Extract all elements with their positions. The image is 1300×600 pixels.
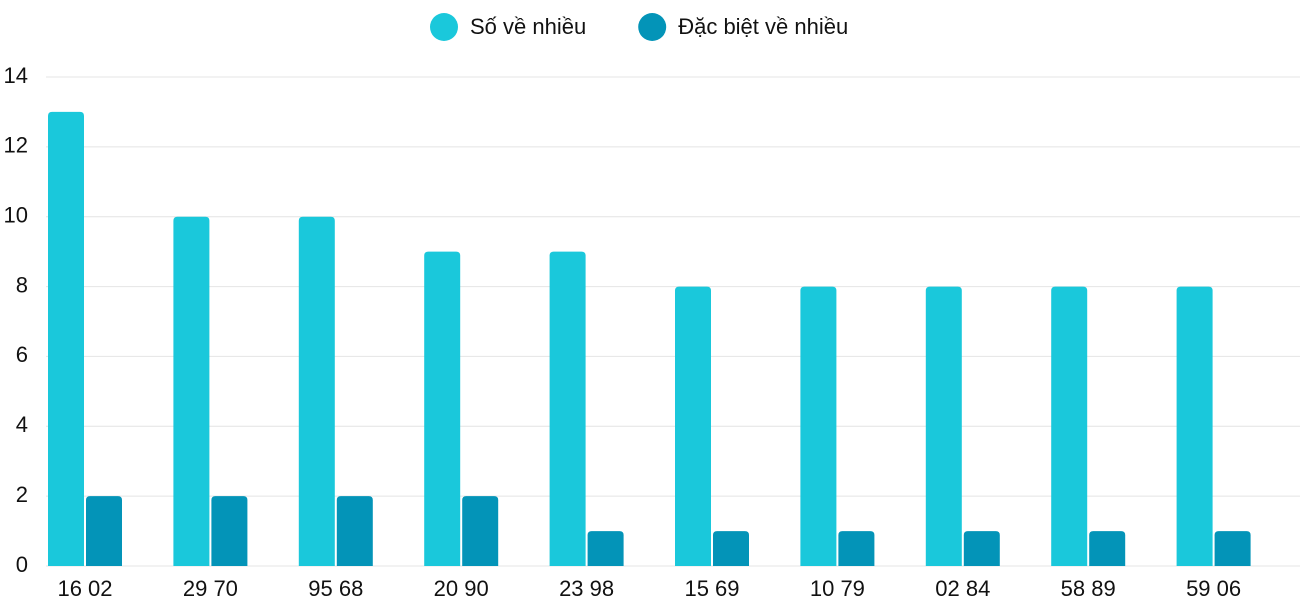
y-tick-label: 8 <box>16 272 28 297</box>
x-tick-label: 16 02 <box>57 576 112 600</box>
bar <box>713 531 749 566</box>
bar <box>963 531 1000 566</box>
bar <box>86 496 122 566</box>
y-tick-label: 2 <box>16 482 28 507</box>
bar <box>462 496 499 566</box>
x-tick-label: 15 69 <box>684 576 739 600</box>
y-tick-label: 6 <box>16 342 28 367</box>
y-tick-label: 4 <box>16 412 28 437</box>
x-tick-label: 29 70 <box>183 576 238 600</box>
y-tick-label: 12 <box>4 133 28 158</box>
legend-label: Số về nhiều <box>470 14 586 39</box>
bar <box>298 216 335 566</box>
bar <box>549 251 586 566</box>
bar <box>1214 531 1251 566</box>
x-tick-label: 95 68 <box>308 576 363 600</box>
bar <box>1176 286 1213 566</box>
x-tick-label: 58 89 <box>1061 576 1116 600</box>
legend-swatch <box>638 13 667 41</box>
bar <box>48 111 84 566</box>
x-tick-label: 23 98 <box>559 576 614 600</box>
bar <box>336 496 373 566</box>
x-tick-label: 20 90 <box>434 576 489 600</box>
bar <box>675 286 711 566</box>
bar <box>1089 531 1126 566</box>
bar <box>1051 286 1088 566</box>
bar <box>587 531 624 566</box>
bar <box>424 251 461 566</box>
y-tick-label: 10 <box>4 203 28 228</box>
bar <box>838 531 875 566</box>
legend-label: Đặc biệt về nhiều <box>678 14 848 39</box>
bar <box>925 286 962 566</box>
x-tick-label: 59 06 <box>1186 576 1241 600</box>
bar <box>800 286 837 566</box>
x-tick-label: 02 84 <box>935 576 990 600</box>
bar <box>173 216 210 566</box>
bar <box>211 496 248 566</box>
y-tick-label: 0 <box>16 552 28 577</box>
y-tick-label: 14 <box>4 63 28 88</box>
x-tick-label: 10 79 <box>810 576 865 600</box>
legend-swatch <box>430 13 458 41</box>
